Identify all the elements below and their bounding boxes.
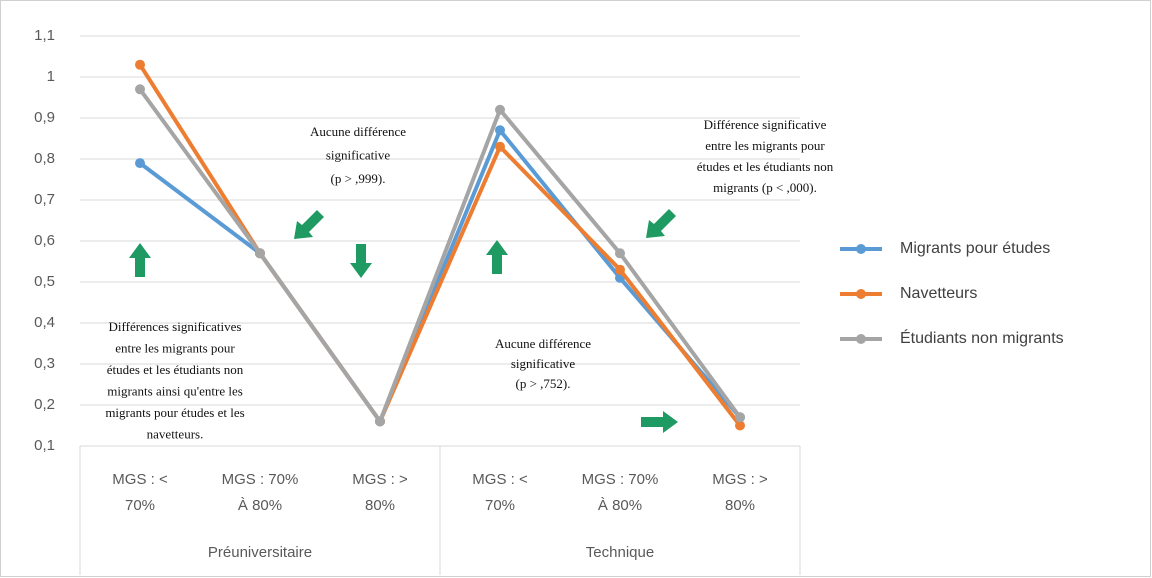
annotation: Différences significatives: [109, 319, 242, 334]
x-tick-label: 80%: [725, 497, 755, 514]
y-tick-label: 0,1: [34, 437, 55, 454]
legend-label: Navetteurs: [900, 285, 977, 302]
annotation: études et les étudiants non: [107, 362, 244, 377]
annotation: significative: [511, 356, 575, 371]
x-tick-label: MGS : <: [472, 471, 528, 488]
y-tick-label: 0,9: [34, 109, 55, 126]
x-tick-label: MGS : <: [112, 471, 168, 488]
annotation: significative: [326, 147, 390, 162]
point: [615, 248, 625, 259]
point: [615, 264, 625, 275]
legend-label: Migrants pour études: [900, 240, 1050, 257]
annotation: Aucune différence: [310, 124, 406, 139]
arrow-up: [129, 243, 151, 277]
series-line: [138, 128, 742, 424]
annotation: migrants (p < ,000).: [713, 180, 817, 195]
x-tick-label: 70%: [125, 497, 155, 514]
y-tick-label: 0,6: [34, 232, 55, 249]
y-tick-label: 0,8: [34, 150, 55, 167]
arrow-down-left: [646, 209, 676, 238]
y-tick-label: 0,5: [34, 273, 55, 290]
y-tick-label: 1,1: [34, 27, 55, 44]
point: [495, 125, 505, 136]
series-line: [138, 63, 742, 427]
arrow-right: [641, 411, 678, 433]
annotation: entre les migrants pour: [705, 138, 825, 153]
point: [255, 248, 265, 259]
annotation: navetteurs.: [147, 426, 204, 441]
x-tick-label: MGS : 70%: [582, 471, 659, 488]
x-tick-label: MGS : >: [712, 471, 768, 488]
point: [735, 412, 745, 423]
arrow-up: [486, 240, 508, 274]
legend-marker: [856, 244, 866, 254]
y-tick-label: 0,7: [34, 191, 55, 208]
y-tick-label: 0,3: [34, 355, 55, 372]
x-tick-label: 80%: [365, 497, 395, 514]
point: [495, 104, 505, 115]
point: [735, 420, 745, 431]
point: [375, 416, 385, 427]
point: [135, 84, 145, 95]
x-tick-label: MGS : >: [352, 471, 408, 488]
annotation: migrants pour études et les: [105, 405, 244, 420]
x-tick-label: À 80%: [598, 497, 642, 514]
group-label: Technique: [586, 544, 654, 561]
annotation: migrants ainsi qu'entre les: [107, 383, 243, 398]
annotation: (p > ,999).: [331, 171, 386, 186]
arrow-down: [350, 244, 372, 278]
series-line: [138, 88, 742, 424]
x-tick-label: À 80%: [238, 497, 282, 514]
group-label: Préuniversitaire: [208, 544, 312, 561]
legend-marker: [856, 334, 866, 344]
annotation: Aucune différence: [495, 336, 591, 351]
arrows: [129, 209, 678, 433]
annotation: (p > ,752).: [516, 376, 571, 391]
annotation: entre les migrants pour: [115, 340, 235, 355]
x-tick-label: 70%: [485, 497, 515, 514]
annotation: études et les étudiants non: [697, 159, 834, 174]
y-tick-label: 1: [47, 68, 55, 85]
point: [135, 59, 145, 70]
point: [135, 158, 145, 169]
point: [495, 141, 505, 152]
y-tick-label: 0,4: [34, 314, 55, 331]
x-tick-label: MGS : 70%: [222, 471, 299, 488]
legend-label: Étudiants non migrants: [900, 328, 1064, 347]
annotation: Différence significative: [704, 117, 827, 132]
arrow-down-left: [294, 210, 324, 239]
legend-marker: [856, 289, 866, 299]
y-tick-label: 0,2: [34, 396, 55, 413]
